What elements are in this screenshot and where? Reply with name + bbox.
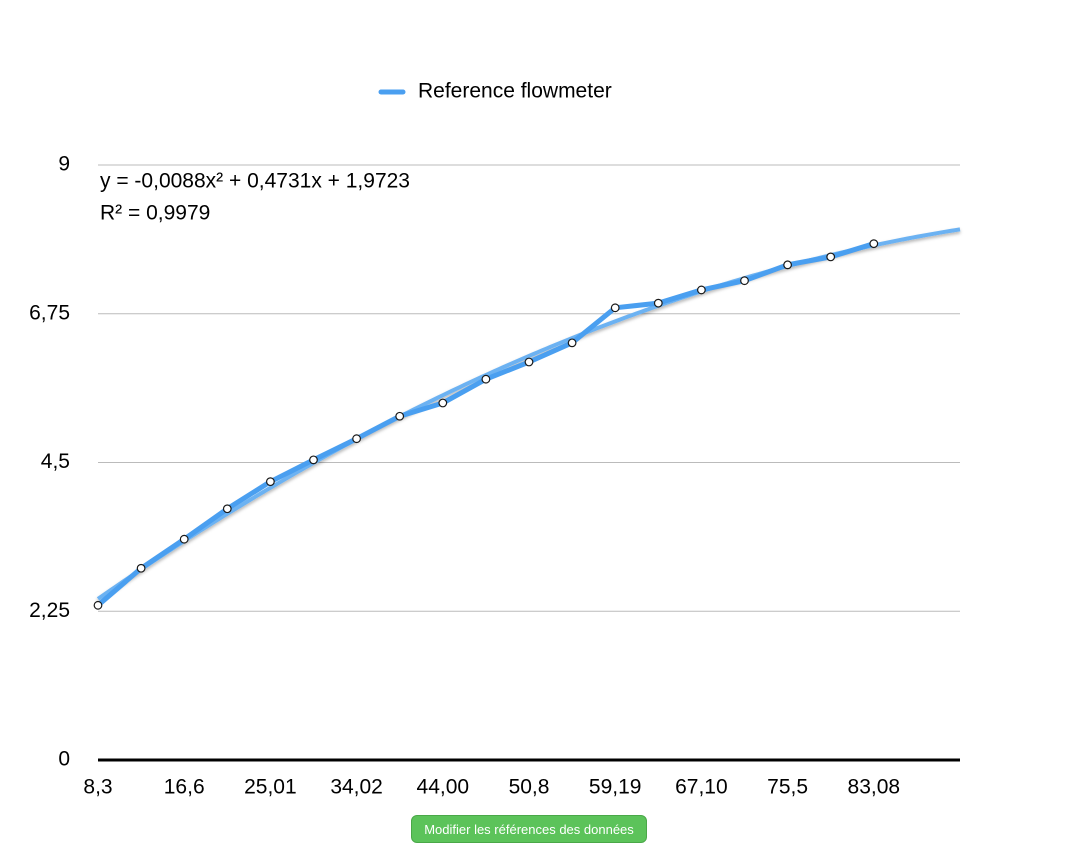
x-tick-label: 44,00 (417, 776, 470, 799)
y-tick-label: 2,25 (29, 599, 70, 622)
y-tick-label: 6,75 (29, 301, 70, 324)
x-tick-label: 50,8 (509, 776, 550, 799)
legend-label: Reference flowmeter (418, 80, 612, 103)
trend-equation: y = -0,0088x² + 0,4731x + 1,9723 (100, 170, 410, 193)
data-point (309, 455, 318, 465)
data-point (266, 477, 275, 487)
y-tick-label: 0 (58, 748, 70, 771)
x-tick-label: 16,6 (164, 776, 205, 799)
data-point (610, 303, 620, 313)
x-tick-label: 34,02 (330, 776, 383, 799)
data-point (136, 563, 146, 573)
data-point (222, 504, 232, 514)
trendline (96, 227, 961, 601)
data-point (438, 398, 448, 408)
data-point (869, 239, 879, 249)
data-point (481, 374, 491, 384)
data-point (352, 434, 362, 444)
data-point (826, 252, 836, 262)
trend-r2: R² = 0,9979 (100, 202, 210, 225)
edit-data-button[interactable]: Modifier les références des données (411, 815, 647, 843)
data-point (567, 338, 577, 348)
y-tick-label: 4,5 (41, 450, 70, 473)
data-point (740, 276, 749, 286)
data-point (524, 357, 534, 367)
x-tick-label: 75,5 (767, 776, 808, 799)
data-point (395, 411, 405, 421)
data-point (93, 600, 103, 610)
x-tick-label: 67,10 (675, 776, 728, 799)
data-point (653, 298, 663, 308)
x-tick-label: 83,08 (848, 776, 901, 799)
y-tick-label: 9 (58, 153, 70, 176)
data-point (783, 260, 792, 270)
x-tick-label: 25,01 (244, 776, 297, 799)
data-point (697, 285, 706, 295)
data-point (179, 534, 189, 544)
x-tick-label: 59,19 (589, 776, 642, 799)
x-tick-label: 8,3 (83, 776, 112, 799)
series-line (96, 241, 875, 608)
